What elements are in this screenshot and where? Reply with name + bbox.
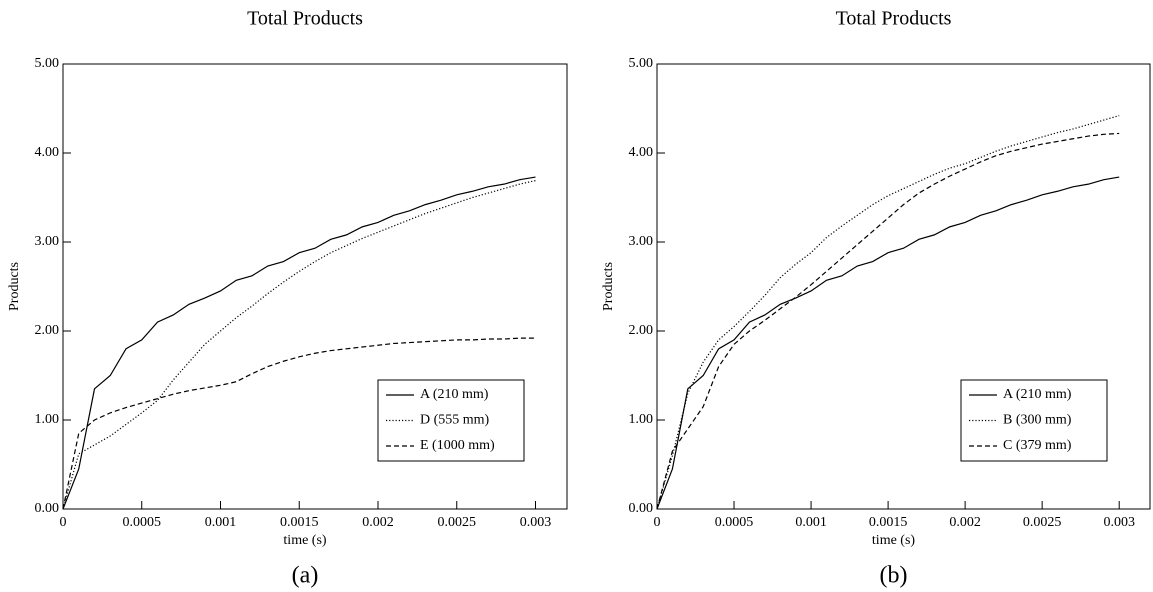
y-tick-label: 5.00 — [629, 56, 654, 71]
chart-title: Total Products — [836, 8, 952, 30]
y-tick-label: 3.00 — [629, 234, 654, 249]
y-axis-label: Products — [601, 262, 616, 311]
x-tick-label: 0 — [654, 515, 661, 530]
x-tick-label: 0.003 — [1103, 515, 1135, 530]
line-series — [656, 176, 1120, 510]
legend-label: A (210 mm) — [1003, 387, 1072, 402]
caption: (b) — [880, 563, 908, 589]
line-series — [62, 176, 536, 510]
chart-title: Total Products — [247, 8, 363, 30]
y-tick-label: 4.00 — [629, 145, 654, 160]
x-tick-label: 0.001 — [795, 515, 827, 530]
legend-label: C (379 mm) — [1003, 438, 1072, 453]
y-tick-label: 0.00 — [629, 501, 654, 516]
x-tick-label: 0.003 — [520, 515, 552, 530]
line-series — [656, 115, 1120, 510]
x-tick-label: 0.002 — [362, 515, 394, 530]
x-tick-label: 0.002 — [949, 515, 981, 530]
x-tick-label: 0.0005 — [715, 515, 754, 530]
plot-frame — [62, 63, 568, 510]
x-tick-label: 0.0025 — [438, 515, 477, 530]
x-tick-label: 0.0015 — [869, 515, 908, 530]
x-tick-label: 0.0025 — [1023, 515, 1062, 530]
y-tick-label: 5.00 — [35, 56, 60, 71]
x-tick-label: 0 — [60, 515, 67, 530]
y-tick-label: 2.00 — [629, 323, 654, 338]
caption: (a) — [292, 563, 319, 589]
x-axis-label: time (s) — [283, 533, 326, 548]
x-tick-label: 0.0005 — [123, 515, 162, 530]
y-tick-label: 4.00 — [35, 145, 60, 160]
x-tick-label: 0.001 — [205, 515, 237, 530]
x-axis-label: time (s) — [872, 533, 915, 548]
legend-label: A (210 mm) — [420, 387, 489, 402]
y-axis-label: Products — [7, 262, 22, 311]
legend-label: D (555 mm) — [420, 413, 490, 428]
line-series — [62, 337, 536, 510]
y-tick-label: 0.00 — [35, 501, 60, 516]
y-tick-label: 2.00 — [35, 323, 60, 338]
line-series — [656, 132, 1120, 510]
y-tick-label: 1.00 — [35, 412, 60, 427]
y-tick-label: 1.00 — [629, 412, 654, 427]
legend-label: B (300 mm) — [1003, 413, 1072, 428]
plot-frame — [656, 63, 1151, 510]
legend-label: E (1000 mm) — [420, 438, 495, 453]
x-tick-label: 0.0015 — [280, 515, 319, 530]
y-tick-label: 3.00 — [35, 234, 60, 249]
